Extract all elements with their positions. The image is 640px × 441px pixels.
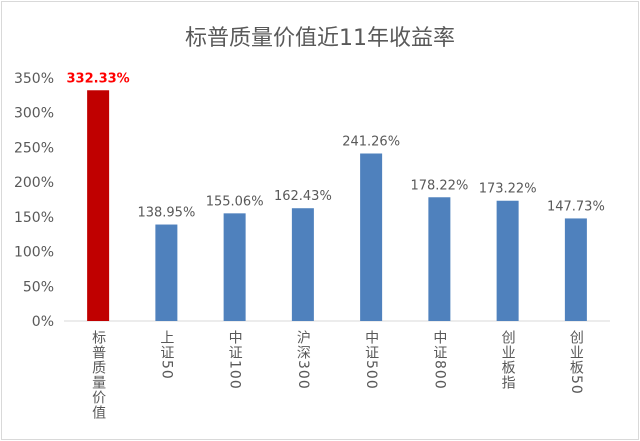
x-category-label: 上证50 <box>158 330 175 380</box>
chart-title: 标普质量价值近11年收益率 <box>185 26 455 51</box>
bar-7 <box>564 218 587 321</box>
bar-4 <box>360 153 383 321</box>
x-category-label: 创业板50 <box>567 330 584 395</box>
x-category-label: 中证500 <box>363 330 380 390</box>
x-category-label: 标普质量价值 <box>90 330 107 420</box>
y-tick-label: 300% <box>14 106 54 122</box>
data-label: 332.33% <box>67 71 130 86</box>
y-tick-label: 350% <box>14 71 54 87</box>
data-label: 147.73% <box>547 199 605 214</box>
x-category-label: 创业板指 <box>499 330 516 390</box>
y-tick-label: 0% <box>32 314 54 330</box>
bar-3 <box>291 208 314 321</box>
data-label: 138.95% <box>137 206 195 221</box>
y-tick-label: 250% <box>14 140 54 156</box>
y-tick-label: 200% <box>14 175 54 191</box>
x-category-label: 沪深300 <box>294 330 311 390</box>
bar-2 <box>223 213 246 321</box>
y-tick-label: 150% <box>14 210 54 226</box>
y-tick-label: 100% <box>14 245 54 261</box>
y-tick-label: 50% <box>23 279 54 295</box>
bar-1 <box>155 224 178 321</box>
bar-6 <box>496 200 519 321</box>
data-label: 155.06% <box>206 194 264 209</box>
bar-5 <box>428 197 451 321</box>
data-label: 162.43% <box>274 189 332 204</box>
x-category-label: 中证100 <box>226 330 243 390</box>
x-category-label: 中证800 <box>431 330 448 390</box>
data-label: 241.26% <box>342 134 400 149</box>
data-label: 178.22% <box>410 178 468 193</box>
bar-0 <box>87 90 110 321</box>
data-label: 173.22% <box>479 182 537 197</box>
